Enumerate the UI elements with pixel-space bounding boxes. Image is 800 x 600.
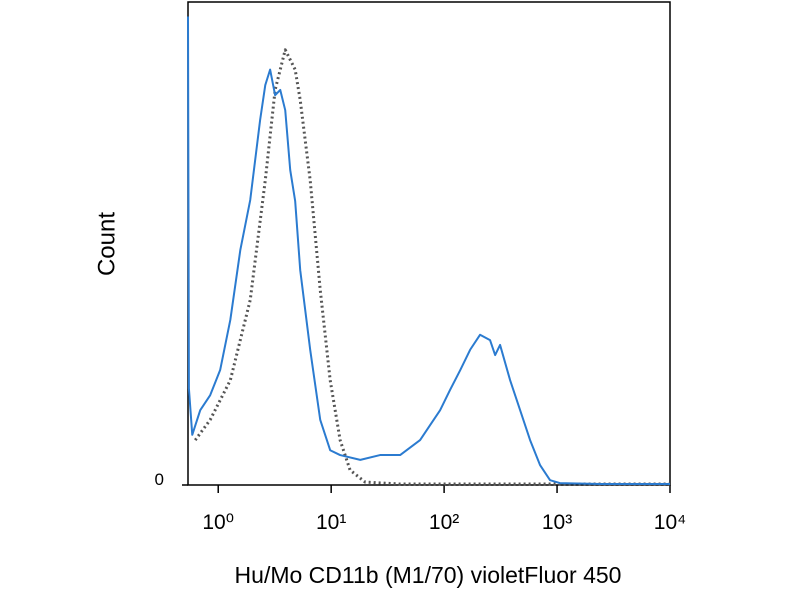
x-axis-label: Hu/Mo CD11b (M1/70) violetFluor 450 bbox=[235, 562, 622, 588]
y-axis-label: Count bbox=[93, 212, 120, 276]
plot-frame bbox=[187, 1, 671, 486]
x-tick-label: 10³ bbox=[542, 511, 572, 534]
dotted-line bbox=[194, 48, 670, 486]
solid-line bbox=[187, 16, 670, 486]
x-tick-label: 10⁰ bbox=[202, 511, 234, 534]
x-tick-label: 10² bbox=[429, 511, 459, 534]
x-tick-label: 10⁴ bbox=[654, 511, 686, 534]
y-tick-label: 0 bbox=[155, 470, 164, 489]
x-tick-label: 10¹ bbox=[316, 511, 346, 534]
